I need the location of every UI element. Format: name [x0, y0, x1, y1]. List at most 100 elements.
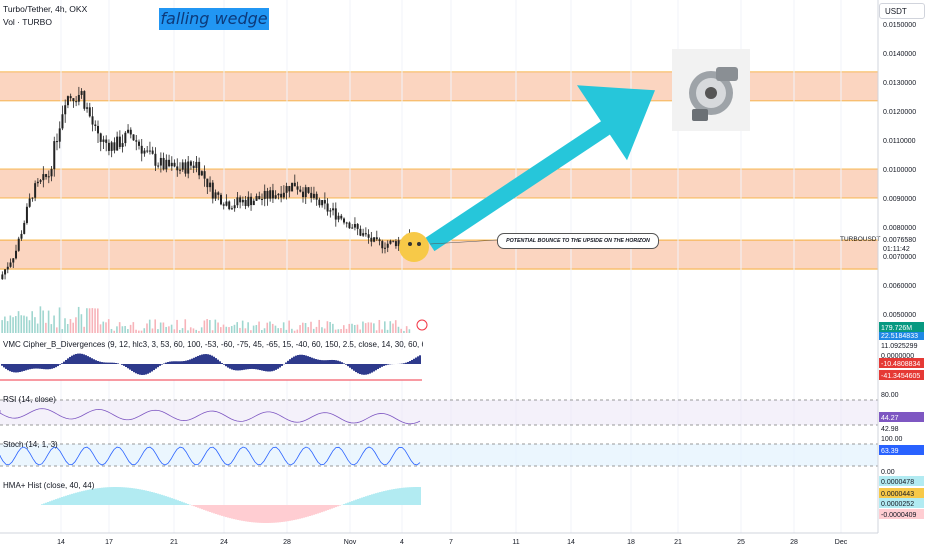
volume-bar-102: [280, 328, 282, 333]
volume-bar-62: [170, 324, 173, 333]
candle-body-44: [121, 143, 124, 147]
volume-bar-49: [135, 329, 137, 333]
volume-bar-137: [375, 330, 378, 333]
volume-bar-147: [403, 330, 405, 333]
stoch-value-1: 63.39: [881, 448, 899, 455]
time-tick-4: 28: [283, 539, 291, 546]
vmc-cipher-pane: 22.5184833 11.0925299 0.0000000-10.4808834…: [0, 330, 924, 381]
vmc-pill-0: [879, 330, 924, 340]
volume-bar-119: [326, 321, 329, 333]
time-tick-0: 14: [57, 539, 65, 546]
candle-body-66: [181, 162, 184, 170]
time-tick-14: Dec: [835, 539, 848, 546]
vmc-pill-1: [879, 340, 924, 350]
price-tick-6: 0.0090000: [883, 196, 916, 203]
volume-bar-114: [312, 328, 315, 333]
candle-body-1: [4, 269, 7, 275]
volume-bar-24: [66, 323, 69, 333]
volume-bar-129: [353, 324, 356, 333]
candle-body-84: [230, 208, 233, 210]
candle-body-72: [198, 161, 201, 176]
volume-bar-32: [88, 308, 91, 333]
candle-body-110: [302, 191, 304, 198]
candle-body-38: [105, 139, 108, 143]
candle-body-0: [1, 274, 4, 280]
candle-body-97: [266, 190, 269, 199]
volume-bar-61: [168, 326, 170, 333]
volume-bar-92: [252, 325, 255, 333]
candle-body-108: [296, 186, 299, 190]
hma-title[interactable]: HMA+ Hist (close, 40, 44): [3, 481, 95, 490]
candle-body-134: [367, 234, 370, 238]
volume-bar-99: [271, 323, 274, 333]
volume-bar-22: [61, 329, 64, 333]
rsi-value-1: 44.27: [881, 415, 899, 422]
price-tick-3: 0.0120000: [883, 109, 916, 116]
candle-body-98: [269, 190, 272, 199]
volume-bar-77: [211, 330, 214, 333]
stoch-band: [0, 444, 878, 466]
candle-body-81: [222, 204, 225, 206]
candle-body-45: [124, 132, 127, 144]
volume-bar-122: [334, 329, 337, 333]
volume-title[interactable]: Vol · TURBO: [3, 17, 52, 27]
candle-body-120: [329, 210, 332, 212]
volume-bar-142: [389, 321, 392, 333]
volume-bar-116: [318, 319, 320, 333]
candles: [1, 86, 411, 280]
candle-body-6: [17, 238, 20, 251]
callout-pointer: [429, 239, 498, 245]
price-tick-10: 0.0050000: [883, 312, 916, 319]
candle-body-112: [307, 187, 310, 193]
candle-body-19: [53, 141, 56, 170]
volume-bar-86: [236, 322, 238, 333]
candle-body-61: [168, 159, 171, 167]
rsi-title[interactable]: RSI (14, close): [3, 395, 56, 404]
vmc-title[interactable]: VMC Cipher_B_Divergences (9, 12, hlc3, 3…: [3, 340, 423, 349]
candle-body-23: [64, 105, 67, 115]
volume-bar-25: [69, 319, 72, 333]
time-tick-7: 7: [449, 539, 453, 546]
price-tick-5: 0.0100000: [883, 167, 916, 174]
stoch-title[interactable]: Stoch (14, 1, 3): [3, 440, 58, 449]
volume-bar-17: [47, 310, 50, 333]
volume-bar-90: [247, 322, 249, 333]
volume-bar-130: [356, 324, 359, 333]
candle-body-20: [56, 141, 58, 143]
volume-bar-16: [45, 322, 47, 333]
candle-body-124: [340, 215, 343, 219]
vmc-value-1: 11.0925299: [881, 343, 918, 350]
volume-bar-52: [143, 328, 146, 333]
vmc-pill-2: [879, 350, 924, 360]
candle-body-95: [261, 198, 263, 200]
volume-bar-96: [263, 328, 266, 333]
candle-body-51: [140, 145, 143, 154]
volume-bar-2: [6, 321, 9, 333]
volume-bar-36: [99, 324, 102, 333]
candle-body-49: [135, 140, 138, 142]
candle-body-109: [299, 189, 302, 192]
candle-body-22: [61, 114, 64, 129]
candle-body-52: [143, 150, 146, 154]
volume-bar-64: [176, 319, 178, 333]
symbol-title[interactable]: Turbo/Tether, 4h, OKX: [3, 4, 88, 14]
candle-body-144: [394, 241, 397, 247]
candle-body-104: [285, 186, 288, 193]
candle-body-31: [86, 107, 89, 109]
vmc-pill-4: [879, 370, 924, 380]
zone-1: [0, 169, 878, 198]
candle-body-114: [312, 193, 315, 198]
candle-body-121: [332, 208, 335, 211]
candle-body-101: [277, 193, 280, 196]
volume-bar-79: [217, 322, 219, 333]
volume-bar-28: [77, 306, 80, 333]
volume-bar-94: [258, 321, 260, 333]
volume-bar-117: [321, 327, 323, 333]
candle-body-26: [72, 98, 75, 102]
hma-value-3: -0.0000409: [881, 512, 917, 519]
candle-body-102: [280, 193, 283, 198]
candle-body-18: [50, 169, 53, 177]
volume-bar-11: [31, 311, 33, 333]
volume-bar-58: [159, 322, 162, 333]
currency-selector[interactable]: USDT: [879, 3, 925, 19]
